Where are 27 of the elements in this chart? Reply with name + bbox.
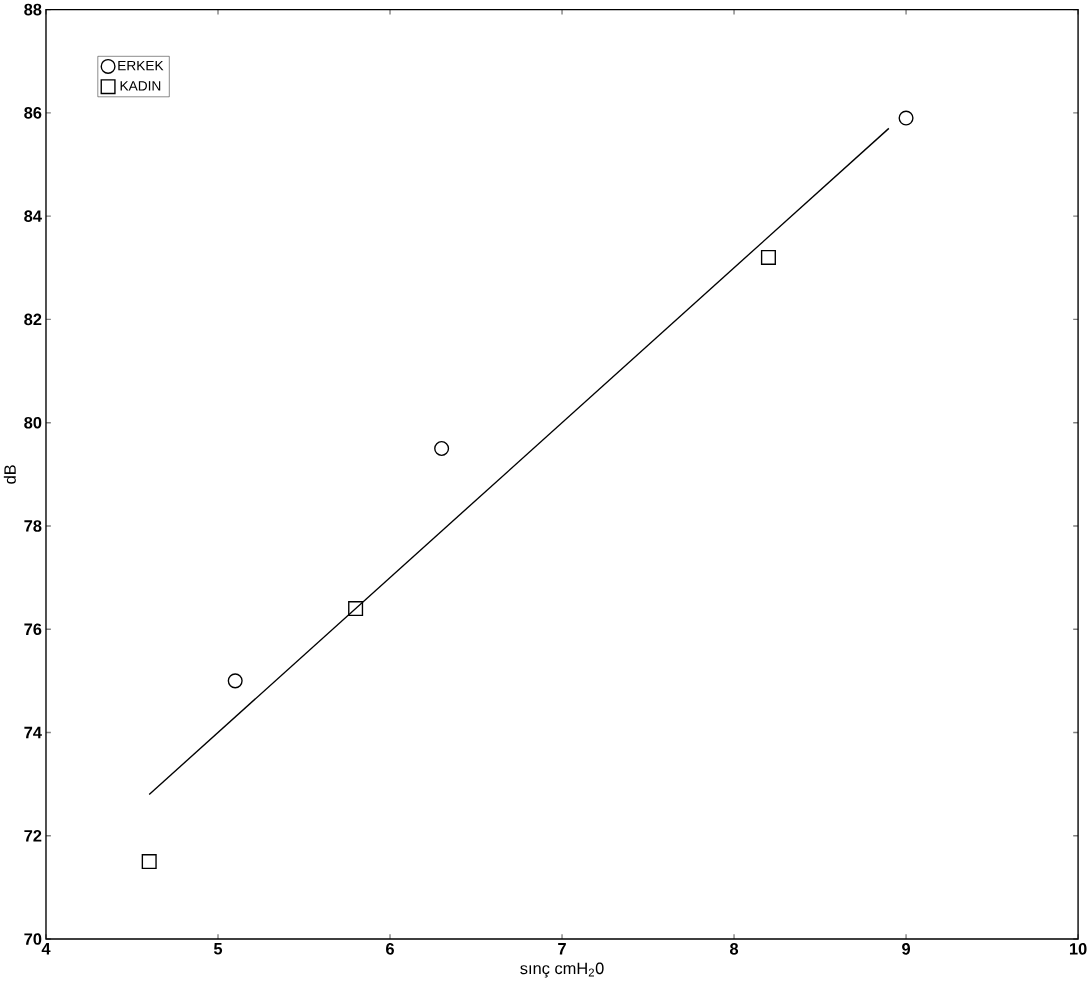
x-tick-label: 10 xyxy=(1069,942,1087,955)
point xyxy=(227,673,243,689)
x-axis-title: sınç cmH$_{2}$0 xyxy=(520,962,604,978)
y-tick-label: 88 xyxy=(24,3,42,16)
point xyxy=(434,440,450,456)
point xyxy=(348,600,364,616)
y-tick-label: 76 xyxy=(24,623,42,635)
y-tick-label: 80 xyxy=(24,416,42,429)
y-tick-label: 82 xyxy=(24,313,42,326)
y-tick-label: 74 xyxy=(24,726,42,739)
legend-label: KADIN xyxy=(120,80,161,91)
y-tick-label: 72 xyxy=(24,829,42,842)
y-axis-title: dB xyxy=(3,465,16,484)
x-tick-label: 4 xyxy=(41,942,51,955)
y-tick-label: 78 xyxy=(24,520,42,532)
x-tick-label: 7 xyxy=(558,942,566,955)
y-tick-label: 70 xyxy=(24,933,42,945)
legend-label: ERKEK xyxy=(118,60,164,71)
x-tick-label: 5 xyxy=(213,942,223,955)
point xyxy=(898,110,914,126)
x-tick-label: 6 xyxy=(386,942,394,955)
y-tick-label: 84 xyxy=(24,210,42,222)
y-tick-label: 86 xyxy=(24,106,42,119)
point xyxy=(760,249,776,265)
point xyxy=(141,853,157,869)
x-tick-label: 8 xyxy=(730,942,739,955)
x-tick-label: 9 xyxy=(902,942,911,955)
